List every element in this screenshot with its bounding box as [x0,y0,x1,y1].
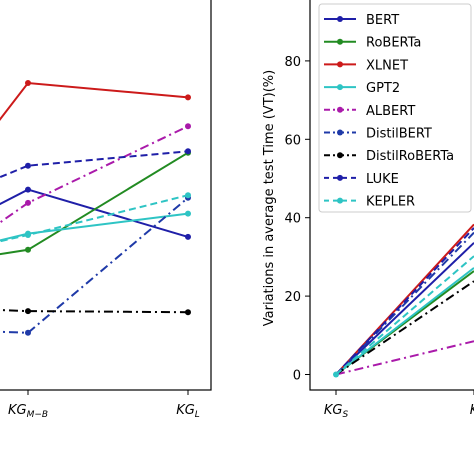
left-x-tick-label: KGL [176,403,200,420]
legend-marker-bert [337,16,343,22]
left-point-bert [185,233,191,240]
right-x-tick-label: K [470,403,474,418]
left-point-gpt2 [185,210,191,217]
left-point-luke [25,162,31,169]
right-y-axis-title: Variations in average test Time (VT)(%) [262,70,277,326]
left-point-xlnet [25,80,31,86]
left-point-roberta [25,246,31,253]
right-series-line-distilbert [335,231,474,376]
left-plot-frame [0,0,212,391]
right-series-line-distilroberta [335,280,474,376]
left-point-kepler [25,232,31,238]
left-series-line-luke [0,150,189,179]
legend-label-xlnet: XLNET [366,58,408,73]
legend-label-kepler: KEPLER [366,195,415,210]
right-series-line-albert [335,340,474,376]
right-series-line-kepler [335,255,474,376]
right-series-line-gpt2 [335,267,474,376]
right-chart-panel: Variations in average test Time (VT)(%) … [262,0,474,420]
left-point-luke [185,148,191,155]
left-point-distilroberta [185,309,191,316]
left-x-tick-label: KGM−B [8,403,48,420]
legend-frame [318,3,472,213]
left-chart-panel: KGM−B KGL [0,0,212,420]
legend-marker-luke [337,174,343,181]
right-y-tick-label: 0 [293,369,301,384]
left-point-albert [25,199,31,206]
legend: BERT RoBERTa XLNET GPT2 ALBERT DistilBERT Dist… [318,3,472,213]
legend-label-roberta: RoBERTa [366,36,421,51]
right-plot-frame [309,0,474,391]
left-point-kepler [185,192,191,199]
legend-label-distilroberta: DistilRoBERTa [366,149,454,164]
legend-label-gpt2: GPT2 [366,81,400,96]
left-point-albert [185,123,191,130]
legend-marker-distilbert [337,129,343,136]
right-series-line-luke [335,227,474,376]
legend-label-albert: ALBERT [366,104,415,119]
legend-marker-distilroberta [337,152,343,159]
right-y-tick-label: 80 [284,55,301,70]
right-y-tick-label: 40 [284,212,301,227]
right-point-origin [333,371,339,378]
right-series-line-bert [335,242,474,376]
legend-marker-albert [337,106,343,113]
legend-marker-xlnet [337,61,343,68]
legend-marker-roberta [337,38,343,45]
left-point-distilbert [25,329,31,336]
right-y-tick-label: 60 [284,133,301,148]
right-y-tick-label: 20 [284,290,301,305]
legend-marker-kepler [337,197,343,204]
legend-label-distilbert: DistilBERT [366,127,432,142]
left-point-xlnet [185,94,191,101]
right-x-tick-label: KGS [324,403,349,420]
legend-marker-gpt2 [337,84,343,91]
left-point-bert [25,186,31,193]
legend-label-luke: LUKE [366,172,399,187]
left-point-distilroberta [25,308,31,315]
legend-label-bert: BERT [366,13,399,28]
